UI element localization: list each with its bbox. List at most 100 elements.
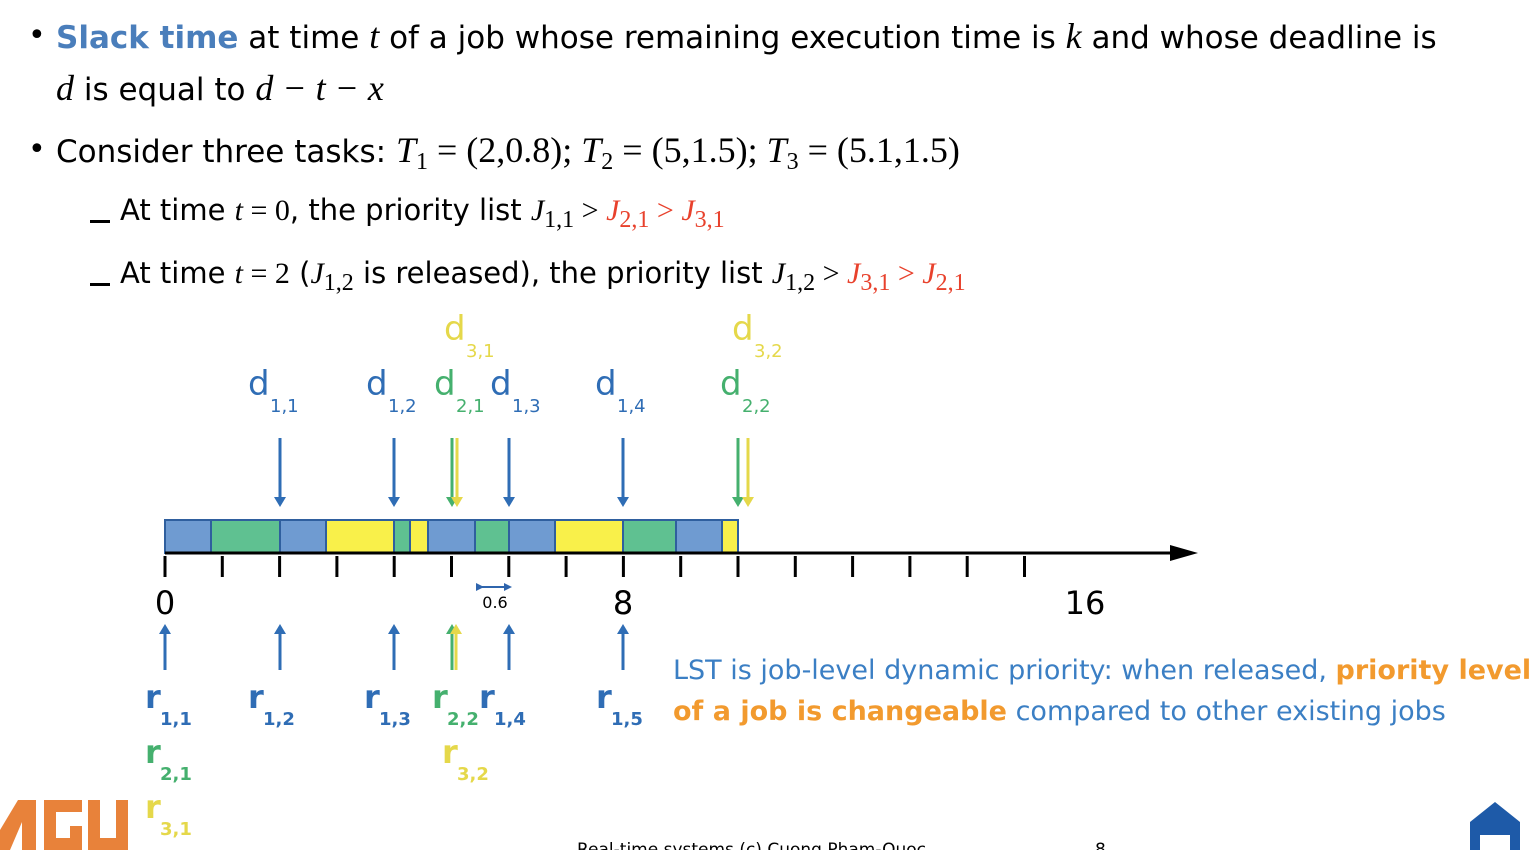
slot xyxy=(622,519,677,554)
release-label: r xyxy=(364,678,380,716)
text-run: is equal to xyxy=(74,72,256,108)
text-run: 1 xyxy=(415,149,428,175)
axis-label: 16 xyxy=(1065,584,1106,622)
deadline-label: d xyxy=(720,364,742,404)
release-subscript: 1,4 xyxy=(494,709,526,730)
release-subscript: 3,2 xyxy=(457,764,489,785)
slot xyxy=(210,519,281,554)
text-run: 3,1 xyxy=(694,207,725,233)
arrow-head xyxy=(503,497,515,507)
text-run: 1,2 xyxy=(785,270,816,296)
deadline-label: d xyxy=(366,364,388,404)
text-run: 1,1 xyxy=(544,207,575,233)
text-run: At time xyxy=(120,193,235,227)
slot xyxy=(675,519,723,554)
slot xyxy=(721,519,739,554)
axis-label: 8 xyxy=(613,584,633,622)
slot xyxy=(554,519,624,554)
bullet-dot: • xyxy=(28,132,46,167)
arrow-head xyxy=(274,497,286,507)
deadline-label: d xyxy=(490,364,512,404)
text-run: At time xyxy=(120,256,235,290)
arrow-head xyxy=(617,624,629,634)
text-run: at time xyxy=(238,20,370,56)
text-run: J xyxy=(530,194,545,227)
arrow-head xyxy=(742,497,754,507)
slot xyxy=(474,519,510,554)
text-run: J xyxy=(310,257,324,290)
release-label: r xyxy=(248,678,264,716)
interval-label: 0.6 xyxy=(482,593,507,612)
deadline-subscript: 3,2 xyxy=(754,341,783,362)
text-run: T xyxy=(395,130,416,170)
release-label: r xyxy=(145,733,161,771)
deadline-label: d xyxy=(444,309,466,349)
tick-group xyxy=(163,556,1026,577)
bullet-text: Slack time at time t of a job whose rema… xyxy=(56,18,1437,54)
text-run: compared to other existing jobs xyxy=(1007,696,1446,727)
deadline-subscript: 2,2 xyxy=(742,396,771,417)
arrow-head xyxy=(159,624,171,634)
text-run: is released), the priority list xyxy=(353,256,772,290)
arrow-head xyxy=(732,497,744,507)
release-subscript: 1,3 xyxy=(379,709,411,730)
arrow-head xyxy=(388,497,400,507)
text-run: = (5,1.5); xyxy=(613,130,767,170)
deadline-subscript: 1,3 xyxy=(512,396,541,417)
text-run: k xyxy=(1065,16,1082,56)
release-subscript: 1,2 xyxy=(263,709,295,730)
text-run: > xyxy=(815,257,848,290)
text-run: J xyxy=(681,194,695,227)
arrow-head xyxy=(503,624,515,634)
deadline-label: d xyxy=(595,364,617,404)
text-run: t xyxy=(369,16,380,56)
job-labels: d1,1d1,2d2,1d1,3d1,4d2,2d3,1d3,2r1,1r1,2… xyxy=(145,309,783,840)
axis-arrowhead xyxy=(1170,545,1198,561)
release-label: r xyxy=(432,678,448,716)
text-run: 2,1 xyxy=(619,207,650,233)
text-run: of a job whose remaining execution time … xyxy=(379,20,1066,56)
arrow-head xyxy=(388,624,400,634)
release-subscript: 2,2 xyxy=(447,709,479,730)
text-run: d xyxy=(56,68,74,108)
text-run: > xyxy=(649,194,682,227)
text-run: , the priority list xyxy=(289,193,531,227)
text-run: = 0 xyxy=(243,194,290,227)
text-run: Slack time xyxy=(56,20,239,56)
release-subscript: 1,1 xyxy=(160,709,192,730)
slot xyxy=(409,519,429,554)
slot xyxy=(164,519,212,554)
text-run: Consider three tasks: xyxy=(56,134,396,170)
arrow-group xyxy=(159,438,754,670)
deadline-label: d xyxy=(248,364,270,404)
sub-bullet-dash xyxy=(90,283,110,286)
text-run: t xyxy=(234,257,243,290)
text-run: 2 xyxy=(601,149,614,175)
deadline-subscript: 1,4 xyxy=(617,396,646,417)
text-run: priority level of a job is changeable xyxy=(673,655,1532,727)
slot xyxy=(393,519,411,554)
text-run: and whose deadline is xyxy=(1081,20,1437,56)
release-subscript: 3,1 xyxy=(160,819,192,840)
sub-bullet-dash xyxy=(90,220,110,223)
text-run: d − t − x xyxy=(255,68,384,108)
release-label: r xyxy=(145,788,161,826)
release-label: r xyxy=(596,678,612,716)
deadline-subscript: 1,2 xyxy=(388,396,417,417)
slot xyxy=(325,519,395,554)
release-subscript: 2,1 xyxy=(160,764,192,785)
text-run: T xyxy=(766,130,787,170)
deadline-label: d xyxy=(732,309,754,349)
text-run: T xyxy=(581,130,602,170)
text-run: J xyxy=(922,257,936,290)
text-run: > xyxy=(574,194,607,227)
bullet-text: d is equal to d − t − x xyxy=(56,70,384,106)
slot xyxy=(279,519,327,554)
slot xyxy=(508,519,556,554)
release-subscript: 1,5 xyxy=(611,709,643,730)
note: LST is job-level dynamic priority: when … xyxy=(673,650,1533,732)
arrow-head xyxy=(451,497,463,507)
deadline-subscript: 2,1 xyxy=(456,396,485,417)
